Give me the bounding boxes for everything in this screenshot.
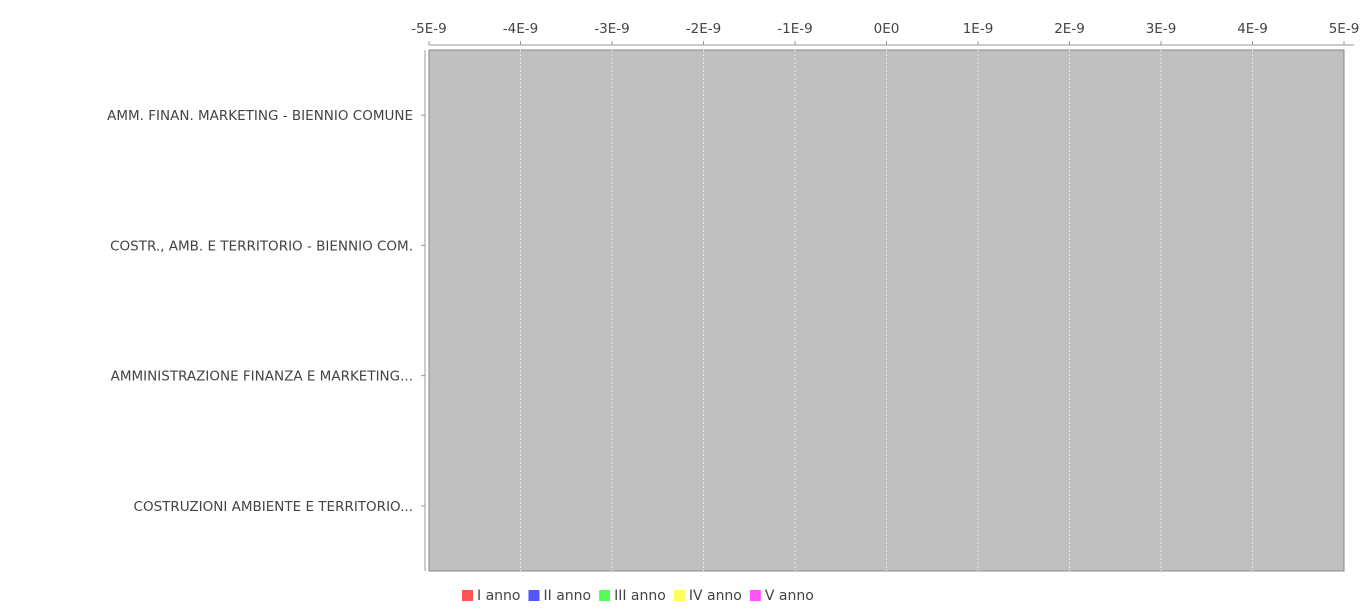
legend-label: V anno bbox=[765, 588, 814, 604]
x-tick-label: -1E-9 bbox=[777, 21, 812, 37]
legend-swatch bbox=[749, 590, 761, 601]
legend-label: II anno bbox=[543, 588, 591, 604]
x-tick-label: 0E0 bbox=[874, 21, 900, 37]
legend-item: IV anno bbox=[673, 588, 742, 604]
legend-swatch bbox=[528, 590, 540, 601]
legend-item: V anno bbox=[749, 588, 814, 604]
legend: I anno II anno III anno IV anno V anno bbox=[462, 588, 814, 604]
legend-label: I anno bbox=[477, 588, 520, 604]
legend-item: III anno bbox=[599, 588, 666, 604]
legend-swatch bbox=[599, 590, 611, 601]
x-tick-label: 5E-9 bbox=[1329, 21, 1360, 37]
category-label: AMMINISTRAZIONE FINANZA E MARKETING... bbox=[111, 369, 413, 385]
x-axis: -5E-9 -4E-9 -3E-9 -2E-9 -1E-9 0E0 1E-9 2E-9 3E-9… bbox=[411, 21, 1360, 46]
legend-item: II anno bbox=[528, 588, 591, 604]
grid-lines bbox=[520, 50, 1253, 571]
category-label: COSTR., AMB. E TERRITORIO - BIENNIO COM. bbox=[110, 238, 413, 254]
legend-label: IV anno bbox=[689, 588, 742, 604]
category-label: COSTRUZIONI AMBIENTE E TERRITORIO... bbox=[134, 499, 413, 515]
legend-swatch bbox=[673, 590, 685, 601]
x-tick-label: 1E-9 bbox=[963, 21, 994, 37]
legend-item: I anno bbox=[462, 588, 520, 604]
x-tick-label: 4E-9 bbox=[1237, 21, 1268, 37]
x-tick-label: -3E-9 bbox=[594, 21, 629, 37]
legend-swatch bbox=[462, 590, 473, 601]
x-tick-label: 2E-9 bbox=[1054, 21, 1085, 37]
x-tick-label: 3E-9 bbox=[1146, 21, 1177, 37]
x-tick-label: -5E-9 bbox=[411, 21, 446, 37]
y-axis: AMM. FINAN. MARKETING - BIENNIO COMUNE CO… bbox=[107, 50, 426, 571]
x-tick-label: -2E-9 bbox=[686, 21, 721, 37]
legend-label: III anno bbox=[614, 588, 666, 604]
x-tick-label: -4E-9 bbox=[503, 21, 538, 37]
category-label: AMM. FINAN. MARKETING - BIENNIO COMUNE bbox=[107, 108, 413, 124]
